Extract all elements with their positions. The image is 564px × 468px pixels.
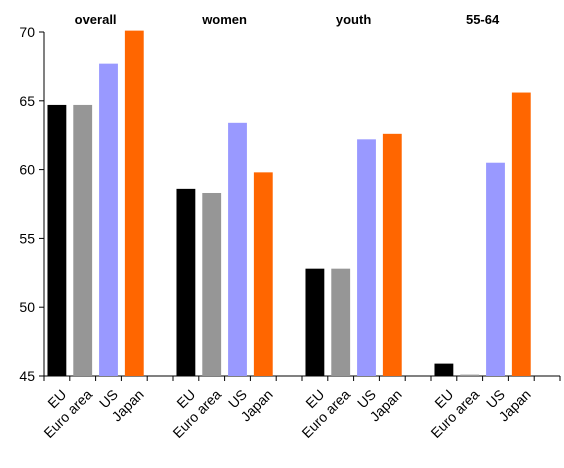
group-label: 55-64 — [466, 12, 500, 27]
bar[interactable] — [202, 192, 222, 376]
bar[interactable] — [73, 104, 93, 376]
bar[interactable] — [382, 133, 402, 376]
bar[interactable] — [305, 268, 325, 376]
y-tick-label: 45 — [19, 368, 35, 384]
bar[interactable] — [228, 122, 247, 376]
y-tick-label: 55 — [19, 230, 35, 246]
bar[interactable] — [176, 188, 196, 376]
bar[interactable] — [434, 363, 454, 376]
y-tick-label: 50 — [19, 299, 35, 315]
y-tick-label: 70 — [19, 24, 35, 40]
group-label: women — [201, 12, 247, 27]
y-tick-label: 65 — [19, 93, 35, 109]
bar[interactable] — [460, 374, 480, 376]
bar[interactable] — [99, 63, 118, 376]
bar[interactable] — [47, 104, 67, 376]
bar[interactable] — [486, 162, 505, 376]
bar[interactable] — [357, 139, 376, 376]
group-label: youth — [336, 12, 371, 27]
bar[interactable] — [511, 92, 531, 376]
bar[interactable] — [124, 30, 144, 377]
bar[interactable] — [331, 268, 351, 376]
y-tick-label: 60 — [19, 162, 35, 178]
group-label: overall — [75, 12, 117, 27]
bar[interactable] — [253, 172, 273, 376]
